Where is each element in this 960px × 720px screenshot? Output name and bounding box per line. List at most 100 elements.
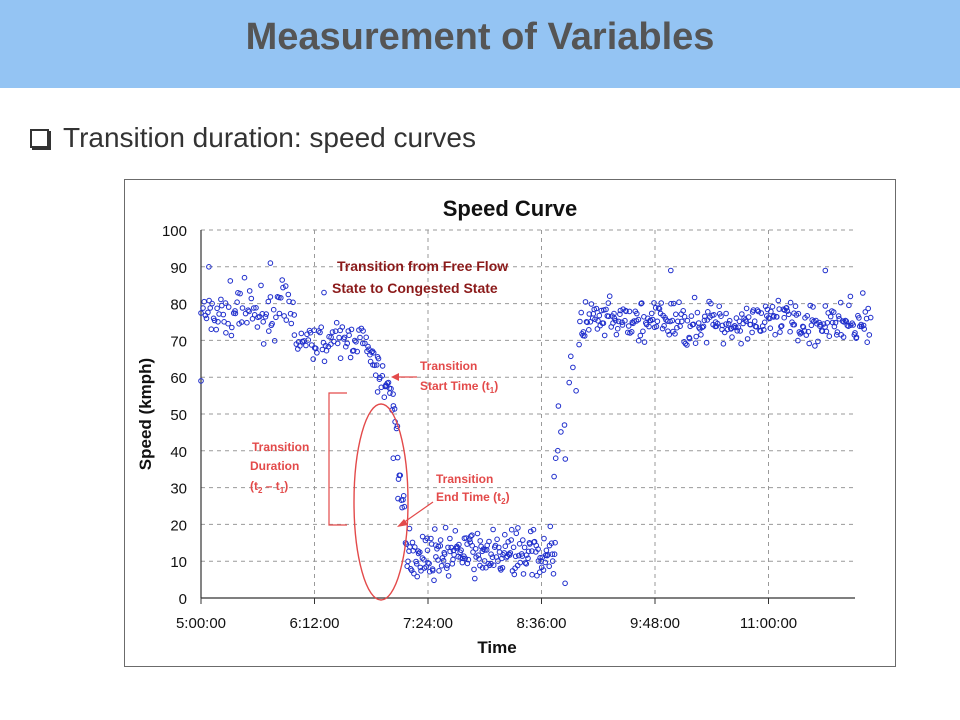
- data-point: [214, 305, 220, 312]
- data-point: [791, 321, 798, 328]
- data-point: [279, 277, 285, 283]
- data-point: [435, 557, 441, 563]
- data-point: [483, 564, 489, 571]
- data-point: [747, 321, 754, 328]
- data-point: [201, 298, 207, 305]
- data-point: [485, 560, 492, 567]
- data-point: [711, 312, 717, 318]
- data-point: [743, 318, 749, 325]
- duration-bracket: [328, 392, 347, 526]
- y-axis-label: Speed (kmph): [136, 358, 155, 470]
- data-point: [445, 573, 452, 579]
- data-point: [220, 311, 227, 318]
- data-point: [418, 568, 424, 574]
- data-point: [551, 473, 557, 480]
- data-point: [441, 551, 448, 558]
- data-point: [530, 526, 537, 533]
- data-point: [573, 388, 579, 394]
- data-point: [305, 337, 312, 343]
- data-point: [534, 572, 540, 579]
- data-point: [601, 332, 608, 339]
- data-point: [246, 288, 253, 294]
- data-point: [390, 391, 396, 397]
- data-point: [431, 577, 437, 584]
- data-point: [772, 331, 778, 338]
- data-point: [227, 278, 234, 284]
- data-point: [777, 329, 783, 335]
- data-point: [379, 363, 386, 369]
- data-point: [688, 313, 695, 319]
- data-point: [751, 318, 758, 324]
- data-point: [755, 308, 762, 315]
- data-point: [281, 313, 287, 319]
- data-point: [508, 537, 515, 543]
- data-point: [654, 318, 661, 325]
- data-point: [615, 318, 622, 325]
- data-point: [768, 308, 774, 315]
- data-point: [521, 544, 528, 551]
- y-tick-label: 30: [170, 481, 187, 498]
- title-bar: Measurement of Variables: [0, 0, 960, 88]
- data-point: [669, 317, 676, 324]
- data-point: [544, 552, 550, 559]
- data-point: [778, 323, 785, 329]
- data-point: [784, 308, 791, 314]
- annotation-start-arrowhead: [391, 373, 399, 381]
- data-point: [298, 330, 305, 337]
- data-point: [209, 300, 215, 307]
- data-point: [853, 334, 860, 340]
- data-point: [283, 317, 290, 323]
- data-point: [753, 324, 760, 330]
- data-point: [397, 472, 404, 479]
- data-point: [721, 329, 728, 336]
- data-point: [474, 530, 481, 537]
- data-point: [452, 528, 459, 534]
- data-point: [463, 535, 469, 541]
- data-point: [698, 332, 704, 338]
- data-point: [267, 260, 274, 266]
- data-point: [693, 333, 700, 340]
- data-point: [637, 332, 644, 339]
- data-point: [847, 293, 854, 300]
- data-point: [837, 299, 844, 306]
- data-point: [576, 341, 582, 348]
- data-point: [470, 549, 476, 555]
- data-point: [502, 531, 508, 538]
- data-point: [625, 323, 632, 329]
- data-point: [775, 297, 782, 304]
- data-point: [659, 325, 666, 332]
- data-point: [487, 562, 493, 569]
- data-point: [757, 328, 764, 334]
- data-point: [208, 326, 215, 332]
- data-point: [276, 310, 283, 317]
- data-point: [265, 298, 272, 305]
- data-point: [444, 565, 450, 572]
- data-point: [613, 331, 620, 338]
- data-point: [682, 340, 689, 347]
- data-point: [462, 555, 469, 562]
- data-point: [787, 299, 794, 306]
- data-point: [426, 560, 432, 567]
- data-point: [758, 310, 765, 316]
- data-point: [401, 503, 408, 510]
- data-point: [675, 318, 681, 325]
- data-point: [437, 537, 444, 543]
- data-point: [469, 542, 476, 549]
- data-point: [488, 561, 494, 567]
- data-point: [481, 558, 488, 564]
- data-point: [655, 305, 662, 311]
- data-point: [523, 561, 530, 567]
- data-point: [603, 306, 609, 313]
- data-point: [315, 328, 322, 334]
- data-point: [761, 319, 768, 326]
- data-point: [651, 300, 657, 306]
- data-point: [333, 319, 340, 326]
- data-point: [596, 312, 603, 319]
- data-point: [405, 558, 411, 565]
- data-point: [665, 328, 671, 334]
- x-tick-label: 5:00:00: [176, 615, 226, 632]
- data-point: [499, 565, 506, 571]
- data-point: [795, 310, 802, 317]
- data-point: [388, 385, 394, 392]
- data-point: [271, 338, 278, 344]
